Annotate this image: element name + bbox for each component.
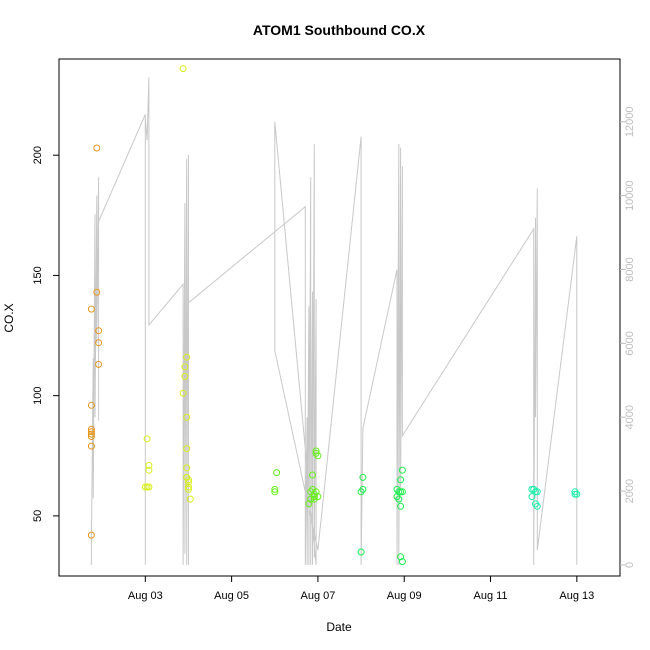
data-point bbox=[143, 435, 151, 443]
data-point bbox=[185, 483, 192, 491]
y-axis-label: CO.X bbox=[2, 303, 16, 332]
chart-title: ATOM1 Southbound CO.X bbox=[253, 22, 426, 38]
data-point bbox=[398, 466, 406, 474]
x-tick-label: Aug 03 bbox=[128, 590, 163, 602]
y-tick-label: 150 bbox=[32, 266, 44, 284]
y2-tick-label: 2000 bbox=[624, 479, 636, 503]
y2-tick-label: 8000 bbox=[624, 257, 636, 281]
data-point bbox=[528, 493, 536, 501]
right-axis-line-series bbox=[90, 77, 578, 565]
data-point bbox=[310, 495, 318, 503]
plot-frame bbox=[58, 58, 621, 577]
data-point bbox=[183, 445, 191, 453]
data-point bbox=[87, 433, 95, 440]
x-axis-label: Date bbox=[326, 620, 352, 634]
data-point bbox=[87, 401, 95, 409]
x-tick-label: Aug 13 bbox=[559, 590, 594, 602]
data-point bbox=[185, 485, 192, 493]
data-point bbox=[312, 488, 320, 496]
data-point bbox=[359, 473, 367, 481]
data-point bbox=[93, 144, 101, 152]
data-point bbox=[183, 464, 191, 472]
data-point bbox=[179, 389, 187, 397]
data-point bbox=[87, 442, 95, 450]
data-point bbox=[93, 288, 101, 296]
data-point bbox=[145, 483, 153, 491]
data-point bbox=[398, 558, 406, 566]
data-point bbox=[397, 476, 405, 484]
data-point bbox=[397, 502, 405, 510]
y2-tick-label: 10000 bbox=[624, 180, 636, 211]
y2-tick-label: 6000 bbox=[624, 331, 636, 355]
data-point bbox=[314, 452, 322, 460]
data-point bbox=[87, 531, 95, 539]
data-point bbox=[533, 502, 541, 510]
axes: Aug 03 Aug 05 Aug 07 Aug 09 Aug 11 Aug 13 50 10… bbox=[32, 106, 636, 602]
data-point bbox=[179, 65, 187, 73]
data-point bbox=[186, 495, 194, 503]
y2-tick-label: 0 bbox=[624, 562, 636, 568]
data-point bbox=[87, 305, 95, 313]
data-point bbox=[87, 428, 95, 436]
data-point bbox=[145, 466, 153, 474]
x-tick-label: Aug 07 bbox=[300, 590, 335, 602]
data-point bbox=[309, 485, 316, 493]
data-point bbox=[145, 461, 153, 469]
x-tick-label: Aug 05 bbox=[214, 590, 249, 602]
data-point bbox=[398, 488, 406, 496]
data-point bbox=[397, 553, 405, 561]
data-point bbox=[395, 495, 403, 503]
y-tick-label: 50 bbox=[32, 510, 44, 522]
y2-tick-label: 4000 bbox=[624, 405, 636, 429]
data-point bbox=[305, 500, 313, 508]
plot-area bbox=[87, 65, 581, 566]
y-tick-label: 100 bbox=[32, 386, 44, 404]
y2-tick-label: 12000 bbox=[624, 106, 636, 137]
data-point bbox=[95, 360, 103, 368]
data-point bbox=[533, 488, 541, 496]
data-point bbox=[87, 430, 95, 438]
data-point bbox=[87, 425, 95, 433]
data-point bbox=[271, 488, 279, 496]
data-point bbox=[183, 413, 191, 421]
data-point bbox=[359, 485, 367, 493]
data-point bbox=[310, 493, 318, 501]
data-point bbox=[273, 469, 281, 477]
data-point bbox=[573, 490, 581, 498]
x-tick-label: Aug 09 bbox=[387, 590, 422, 602]
data-point bbox=[183, 353, 191, 361]
data-point bbox=[357, 548, 365, 556]
x-tick-label: Aug 11 bbox=[474, 590, 508, 602]
data-point bbox=[95, 327, 103, 335]
y-tick-label: 200 bbox=[32, 146, 44, 164]
data-point bbox=[185, 478, 192, 486]
data-point bbox=[309, 471, 316, 479]
data-point bbox=[181, 372, 189, 380]
data-point bbox=[181, 363, 189, 371]
data-point bbox=[271, 485, 279, 493]
data-point bbox=[312, 447, 320, 455]
data-point bbox=[185, 476, 192, 484]
data-point bbox=[95, 339, 103, 347]
